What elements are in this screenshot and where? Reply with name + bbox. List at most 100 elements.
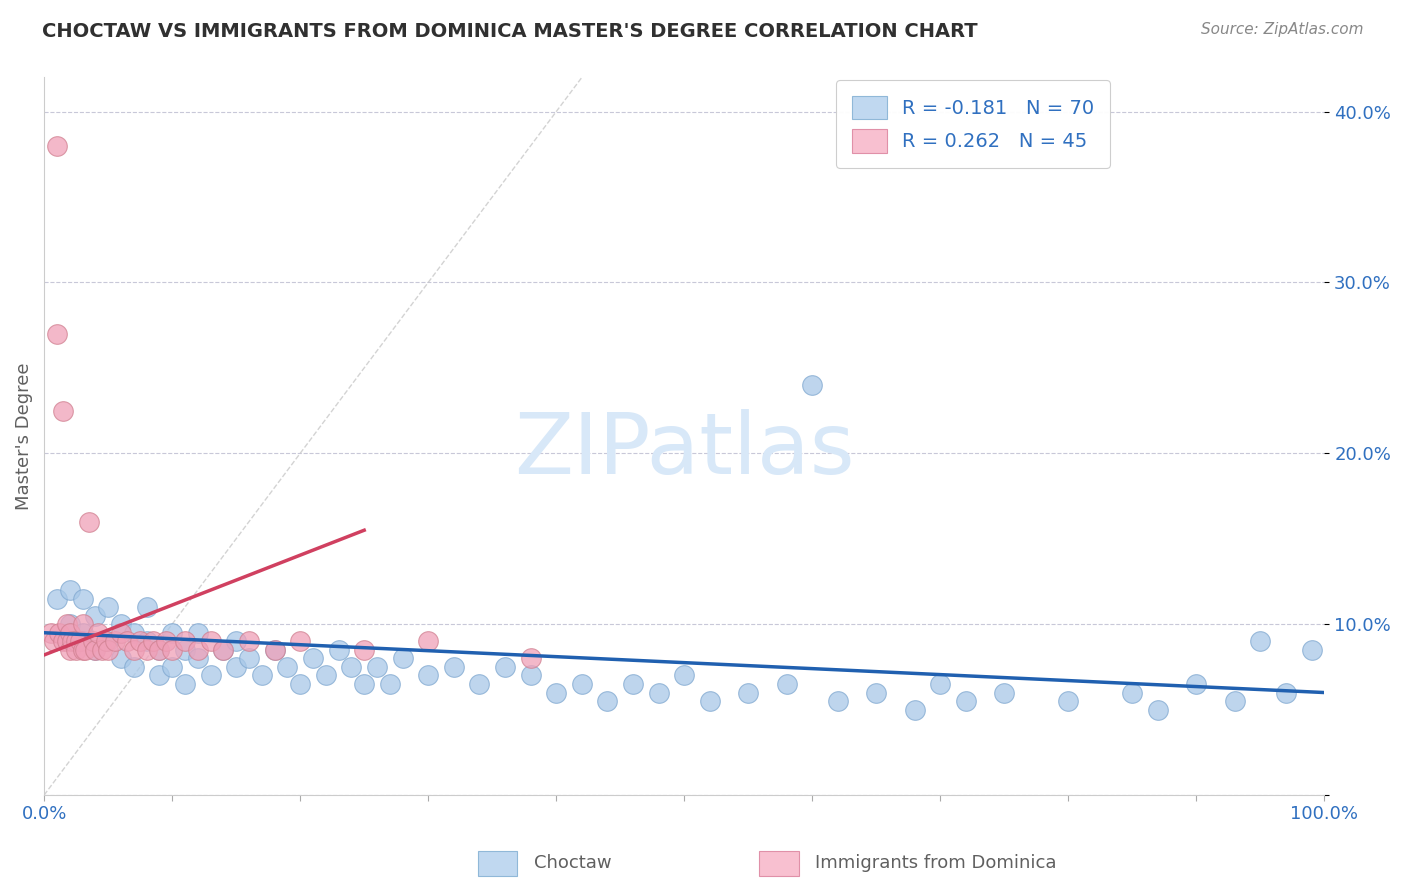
Point [75, 643, 97, 657]
Point [45, 591, 67, 606]
Point [174, 677, 197, 691]
Point [148, 643, 170, 657]
Point [174, 643, 197, 657]
Point [276, 660, 298, 674]
Point [391, 651, 413, 665]
Point [187, 625, 209, 640]
Point [288, 677, 311, 691]
Point [122, 643, 145, 657]
Point [160, 625, 183, 640]
Point [519, 651, 541, 665]
Point [122, 660, 145, 674]
Point [288, 634, 311, 648]
Point [72, 591, 94, 606]
Point [56, 634, 79, 648]
Point [135, 600, 157, 615]
Point [212, 643, 235, 657]
Point [468, 677, 491, 691]
Point [82, 634, 104, 648]
Point [129, 634, 152, 648]
Point [699, 694, 721, 708]
Point [955, 694, 977, 708]
Point [571, 677, 593, 691]
Point [328, 643, 350, 657]
Point [59, 643, 82, 657]
Point [904, 703, 927, 717]
Point [443, 660, 465, 674]
Point [776, 677, 799, 691]
Point [59, 617, 82, 632]
Point [97, 634, 120, 648]
Point [65, 634, 87, 648]
Point [596, 694, 619, 708]
Point [1121, 685, 1143, 699]
Point [110, 617, 132, 632]
Point [238, 651, 260, 665]
Point [353, 643, 375, 657]
Point [84, 643, 107, 657]
Point [59, 625, 82, 640]
Point [519, 668, 541, 682]
Point [110, 651, 132, 665]
Point [84, 608, 107, 623]
Point [225, 660, 247, 674]
Point [90, 643, 112, 657]
Point [225, 634, 247, 648]
Point [187, 651, 209, 665]
Point [993, 685, 1015, 699]
Point [238, 634, 260, 648]
Point [72, 617, 94, 632]
Point [65, 643, 87, 657]
Point [200, 634, 222, 648]
Point [378, 677, 401, 691]
Point [315, 668, 337, 682]
Point [60, 634, 83, 648]
Point [302, 651, 325, 665]
Point [69, 634, 91, 648]
Point [56, 617, 79, 632]
Point [340, 660, 363, 674]
Point [200, 668, 222, 682]
Point [97, 600, 120, 615]
Point [39, 625, 62, 640]
Point [72, 625, 94, 640]
Point [97, 643, 120, 657]
Point [353, 677, 375, 691]
Point [1223, 694, 1246, 708]
Point [1057, 694, 1080, 708]
Point [621, 677, 644, 691]
Point [59, 582, 82, 597]
Legend: R = -0.181   N = 70, R = 0.262   N = 45: R = -0.181 N = 70, R = 0.262 N = 45 [837, 80, 1109, 169]
Text: Source: ZipAtlas.com: Source: ZipAtlas.com [1201, 22, 1364, 37]
Point [494, 660, 516, 674]
Point [263, 643, 285, 657]
Point [418, 668, 440, 682]
Text: Immigrants from Dominica: Immigrants from Dominica [815, 855, 1057, 872]
Text: ZIPatlas: ZIPatlas [515, 409, 855, 492]
Point [647, 685, 669, 699]
Point [52, 403, 75, 417]
Point [155, 634, 177, 648]
Point [865, 685, 887, 699]
Point [546, 685, 568, 699]
Point [929, 677, 952, 691]
Point [44, 634, 66, 648]
Point [52, 634, 75, 648]
Point [77, 515, 100, 529]
Point [673, 668, 696, 682]
Text: CHOCTAW VS IMMIGRANTS FROM DOMINICA MASTER'S DEGREE CORRELATION CHART: CHOCTAW VS IMMIGRANTS FROM DOMINICA MAST… [42, 22, 977, 41]
Text: Choctaw: Choctaw [534, 855, 612, 872]
Point [84, 643, 107, 657]
Point [135, 643, 157, 657]
Point [263, 643, 285, 657]
Point [187, 643, 209, 657]
Point [148, 668, 170, 682]
Point [212, 643, 235, 657]
Point [1275, 685, 1298, 699]
Point [48, 625, 70, 640]
Point [45, 138, 67, 153]
Point [801, 378, 824, 392]
Point [366, 660, 388, 674]
Point [1301, 643, 1323, 657]
Point [418, 634, 440, 648]
